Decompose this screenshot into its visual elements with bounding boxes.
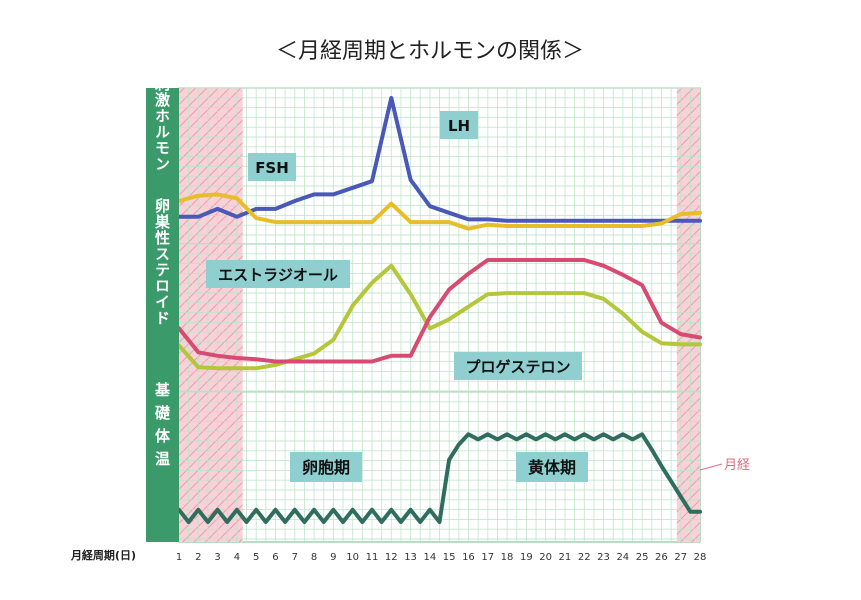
phase-follicular-text: 卵胞期 <box>302 458 350 477</box>
series-line-estradiol <box>177 263 702 371</box>
tag-estrogen-text: エストラジオール <box>218 266 338 284</box>
x-tick-label: 25 <box>636 552 649 563</box>
x-axis-ticks: 1 2 3 4 5 6 7 8 9 10 11 12 13 14 15 16 17 18 19 20 21 22 23 24 2… <box>176 552 707 563</box>
series-layer <box>177 96 702 524</box>
x-tick-label: 16 <box>462 552 475 563</box>
series-line-lh <box>177 96 702 223</box>
phase-luteal: 黄体期 <box>516 452 588 482</box>
x-tick-label: 17 <box>481 552 494 563</box>
figure-title: ＜月経周期とホルモンの関係＞ <box>276 39 584 64</box>
x-tick-label: 23 <box>597 552 610 563</box>
x-tick-label: 26 <box>655 552 668 563</box>
tag-lh: LH <box>440 111 478 139</box>
x-tick-label: 9 <box>330 552 336 563</box>
panel-label-ovarian-steroid: 卵巣性ステロイド <box>153 197 171 326</box>
panel-label-bbt: 基礎体温 <box>153 381 171 474</box>
menses-band-end-bbt <box>676 392 700 542</box>
x-tick-label: 3 <box>214 552 220 563</box>
x-tick-label: 1 <box>176 552 182 563</box>
x-tick-label: 12 <box>385 552 398 563</box>
series-line-basal-body-temp <box>177 432 702 524</box>
tag-lh-text: LH <box>448 117 470 135</box>
x-tick-label: 15 <box>443 552 456 563</box>
x-tick-label: 4 <box>234 552 240 563</box>
x-axis-title: 月経周期(日) <box>70 548 136 562</box>
panel-label-bg-bbt <box>146 392 179 542</box>
x-tick-label: 18 <box>501 552 514 563</box>
x-tick-label: 8 <box>311 552 317 563</box>
menses-callout-line <box>699 463 723 471</box>
x-tick-label: 20 <box>539 552 552 563</box>
panel-label-gonadotropin: 性腺刺激ホルモン <box>153 43 171 172</box>
x-tick-label: 2 <box>195 552 201 563</box>
x-tick-label: 5 <box>253 552 259 563</box>
x-tick-label: 28 <box>694 552 707 563</box>
phase-follicular: 卵胞期 <box>290 452 362 482</box>
phase-luteal-text: 黄体期 <box>528 458 576 477</box>
x-tick-label: 27 <box>674 552 687 563</box>
x-tick-label: 24 <box>616 552 629 563</box>
x-tick-label: 6 <box>272 552 278 563</box>
x-tick-label: 22 <box>578 552 591 563</box>
menses-band-end-ovarian-steroid <box>676 244 700 392</box>
tag-progesterone-text: プロゲステロン <box>465 358 570 376</box>
x-tick-label: 13 <box>404 552 417 563</box>
tag-fsh: FSH <box>248 153 296 181</box>
tag-fsh-text: FSH <box>255 159 289 177</box>
menses-label: 月経 <box>724 458 750 473</box>
x-tick-label: 10 <box>346 552 359 563</box>
x-tick-label: 7 <box>292 552 298 563</box>
x-tick-label: 14 <box>423 552 436 563</box>
panel-label-bg-gonadotropin <box>146 88 179 244</box>
x-tick-label: 21 <box>559 552 572 563</box>
series-line-progesterone <box>177 258 702 364</box>
x-tick-label: 19 <box>520 552 533 563</box>
tag-estrogen: エストラジオール <box>206 260 350 288</box>
series-line-fsh <box>177 192 702 231</box>
x-tick-label: 11 <box>366 552 379 563</box>
tag-progesterone: プロゲステロン <box>454 352 582 380</box>
panel-label-bg-ovarian-steroid <box>146 244 179 392</box>
